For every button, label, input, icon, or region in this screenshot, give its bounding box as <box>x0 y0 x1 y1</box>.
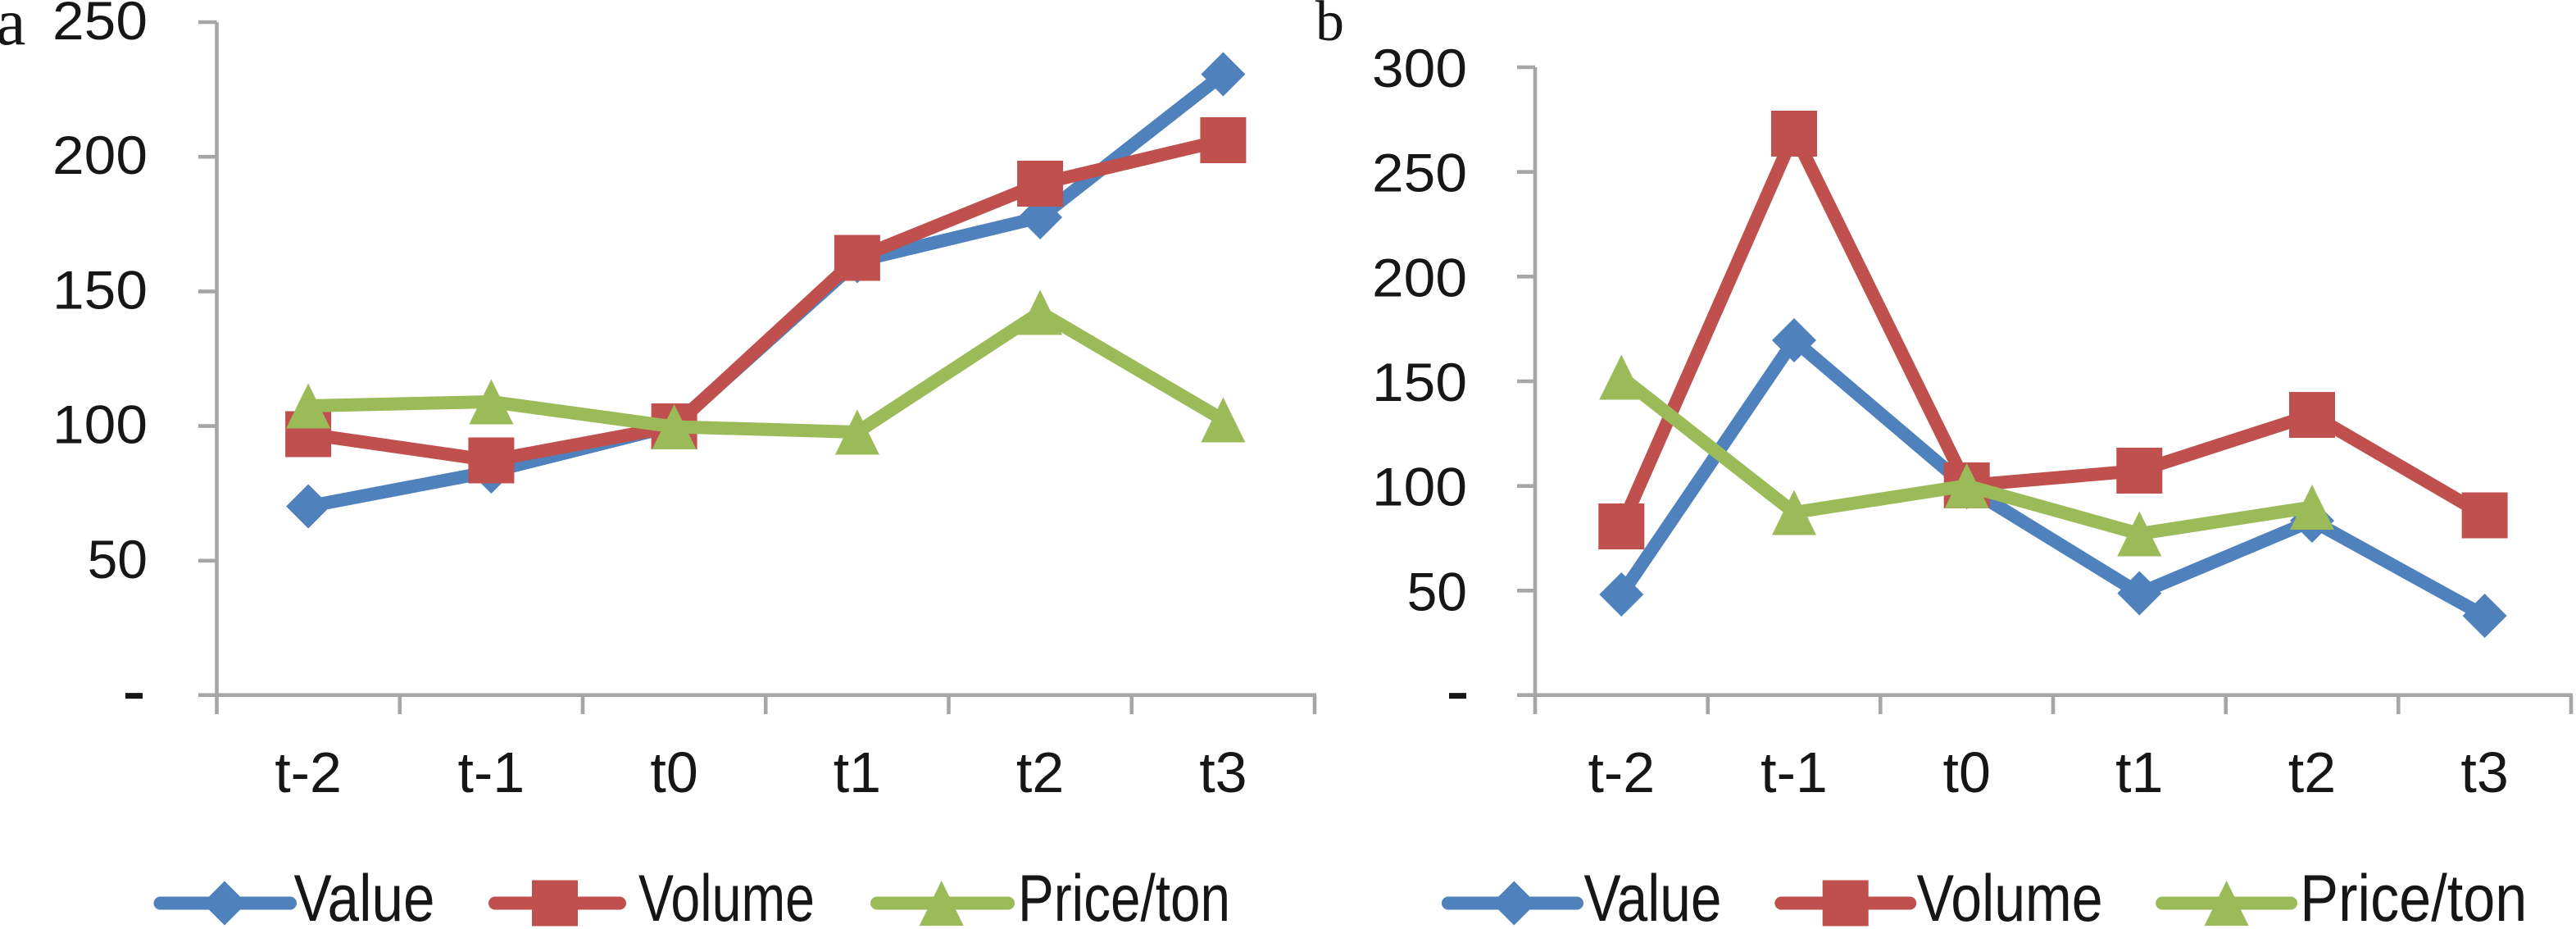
svg-text:t2: t2 <box>2288 740 2336 804</box>
svg-text:Price/ton: Price/ton <box>2300 862 2527 929</box>
svg-text:t-2: t-2 <box>1588 740 1655 804</box>
svg-text:250: 250 <box>1372 143 1467 203</box>
svg-text:300: 300 <box>1372 38 1467 98</box>
svg-text:Volume: Volume <box>638 862 815 929</box>
svg-text:50: 50 <box>1407 561 1467 622</box>
svg-text:200: 200 <box>1372 247 1467 307</box>
svg-text:t3: t3 <box>1199 740 1247 804</box>
svg-text:Value: Value <box>1584 862 1722 929</box>
svg-text:100: 100 <box>1372 457 1467 517</box>
svg-text:250: 250 <box>52 0 148 51</box>
svg-text:Value: Value <box>294 862 435 929</box>
svg-text:Volume: Volume <box>1917 862 2103 929</box>
svg-text:a: a <box>0 0 25 59</box>
svg-text:t-1: t-1 <box>1760 740 1828 804</box>
svg-text:t-1: t-1 <box>458 740 525 804</box>
svg-text:50: 50 <box>88 529 148 590</box>
svg-text:t1: t1 <box>834 740 881 804</box>
svg-text:150: 150 <box>1372 352 1467 412</box>
svg-text:t0: t0 <box>650 740 697 804</box>
svg-text:t2: t2 <box>1016 740 1064 804</box>
svg-text:100: 100 <box>52 394 148 455</box>
svg-text:t3: t3 <box>2460 740 2508 804</box>
svg-text:t1: t1 <box>2115 740 2163 804</box>
svg-text:200: 200 <box>52 125 148 185</box>
svg-text:Price/ton: Price/ton <box>1018 862 1230 929</box>
svg-text:b: b <box>1315 0 1344 53</box>
svg-text:t-2: t-2 <box>275 740 342 804</box>
svg-text:t0: t0 <box>1943 740 1991 804</box>
svg-text:150: 150 <box>52 259 148 320</box>
